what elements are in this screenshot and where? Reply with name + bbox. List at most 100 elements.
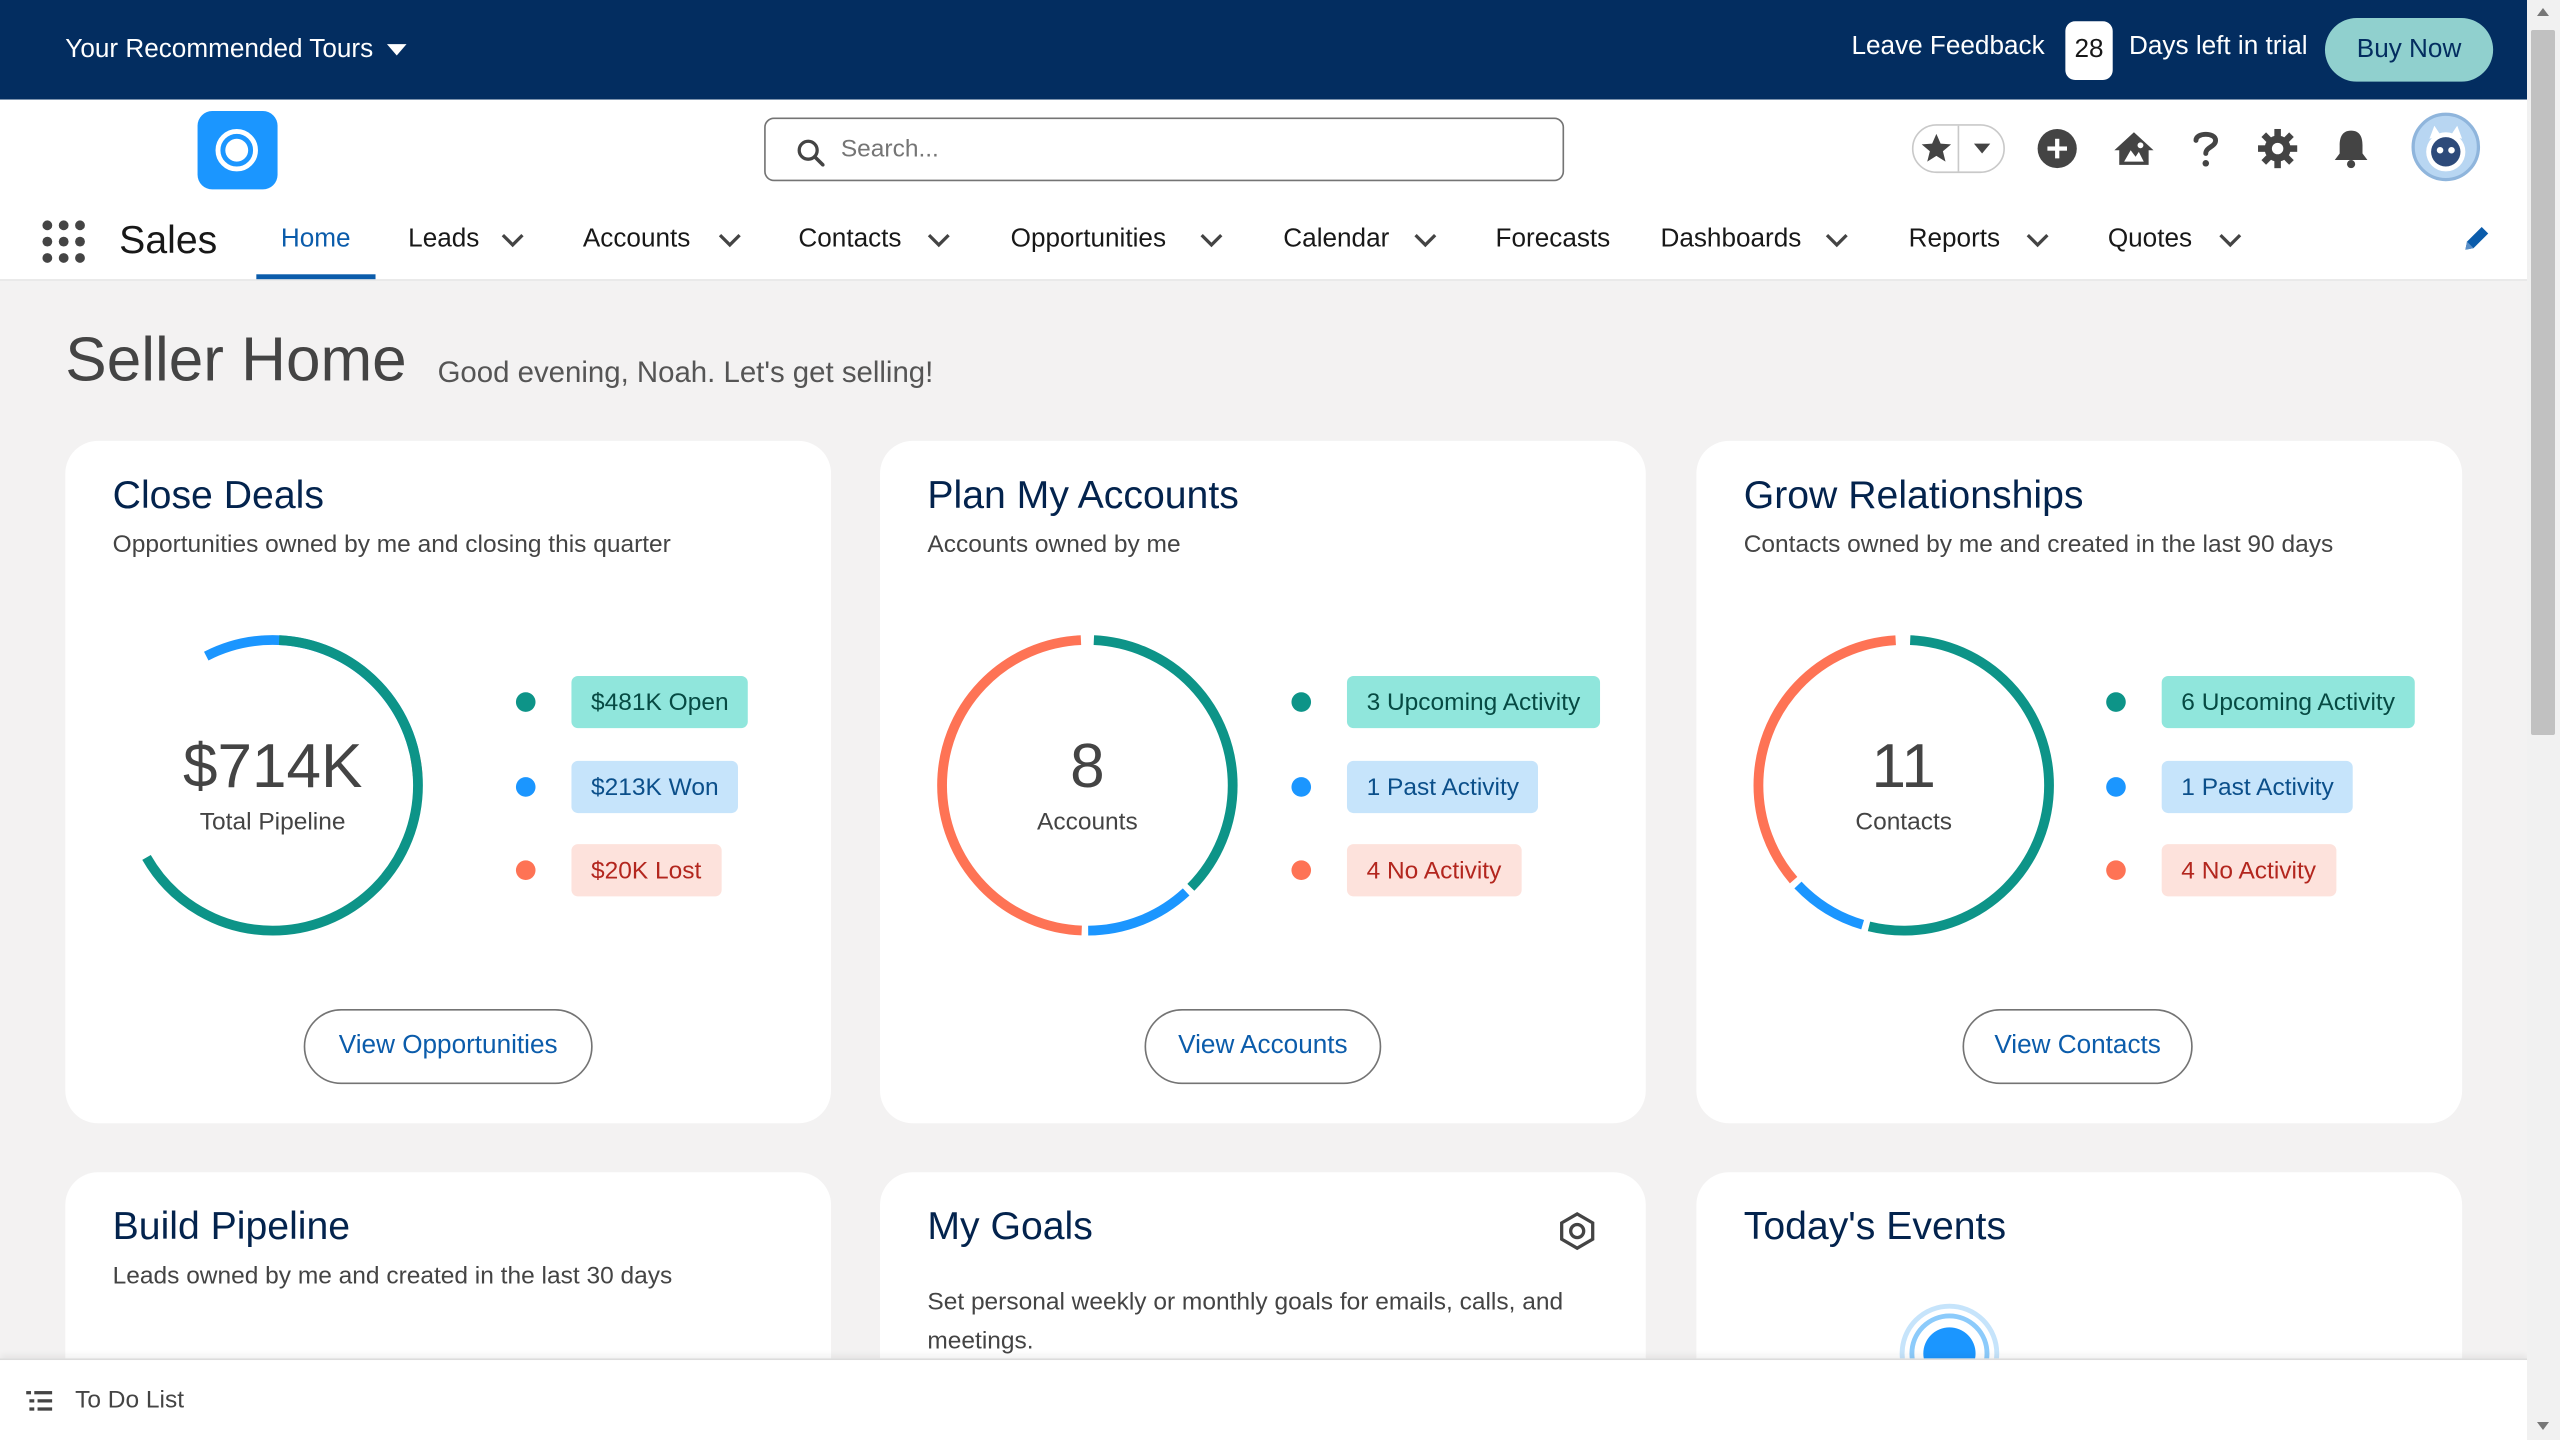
view-opportunities-button[interactable]: View Opportunities <box>303 1009 593 1085</box>
edit-nav-pencil-icon[interactable] <box>2460 222 2493 255</box>
lost-badge[interactable]: $20K Lost <box>571 844 721 897</box>
red-dot-icon <box>515 860 536 881</box>
days-left-label: Days left in trial <box>2129 32 2308 61</box>
notifications-button[interactable] <box>2328 126 2374 172</box>
astro-avatar-icon <box>2426 125 2466 172</box>
tab-opportunities[interactable]: Opportunities <box>1010 225 1167 254</box>
search-input[interactable] <box>840 135 1527 164</box>
tab-quotes[interactable]: Quotes <box>2107 225 2193 254</box>
search-icon <box>797 139 825 175</box>
red-dot-icon <box>2106 860 2126 881</box>
no-activity-badge[interactable]: 4 No Activity <box>2161 844 2336 897</box>
past-activity-badge[interactable]: 1 Past Activity <box>1346 760 1539 814</box>
won-badge[interactable]: $213K Won <box>571 760 739 814</box>
teal-dot-icon <box>2106 692 2126 712</box>
tab-reports[interactable]: Reports <box>1908 225 2001 254</box>
chevron-down-icon[interactable] <box>717 227 743 253</box>
tab-leads[interactable]: Leads <box>408 225 480 254</box>
pipeline-donut-chart <box>122 635 423 936</box>
blue-dot-icon <box>1291 777 1312 797</box>
plan-accounts-card: Plan My Accounts Accounts owned by me 8 … <box>880 440 1646 1124</box>
tab-dashboards[interactable]: Dashboards <box>1660 225 1802 254</box>
legend-upcoming: 3 Upcoming Activity <box>1291 675 1600 729</box>
list-icon <box>26 1390 53 1410</box>
leave-feedback-link[interactable]: Leave Feedback <box>1851 32 2045 61</box>
app-launcher-waffle-icon[interactable] <box>42 220 86 264</box>
global-search[interactable] <box>764 117 1565 182</box>
avatar[interactable] <box>2411 112 2481 182</box>
card-subtitle: Contacts owned by me and created in the … <box>1743 530 2334 559</box>
recommended-tours-menu[interactable]: Your Recommended Tours <box>65 0 406 100</box>
goals-settings-icon[interactable] <box>1558 1211 1597 1251</box>
chevron-down-icon[interactable] <box>1198 227 1224 253</box>
total-pipeline-value: $714K <box>182 732 363 801</box>
page-title: Seller Home <box>65 326 407 396</box>
trial-bar: Your Recommended Tours Leave Feedback 28… <box>0 0 2528 100</box>
scroll-down-arrow-icon[interactable] <box>2537 1422 2549 1430</box>
legend-no-activity: 4 No Activity <box>1291 844 1521 897</box>
upcoming-activity-badge[interactable]: 3 Upcoming Activity <box>1346 675 1600 729</box>
chevron-down-icon[interactable] <box>500 227 526 253</box>
upcoming-activity-badge[interactable]: 6 Upcoming Activity <box>2161 675 2415 729</box>
open-badge[interactable]: $481K Open <box>571 675 749 729</box>
chevron-down-icon <box>1973 143 1990 154</box>
chevron-down-icon[interactable] <box>2217 227 2243 253</box>
legend-open: $481K Open <box>515 675 749 729</box>
tab-forecasts[interactable]: Forecasts <box>1495 225 1611 254</box>
contacts-count: 11 <box>1871 732 1936 801</box>
contacts-label: Contacts <box>1855 808 1953 837</box>
contacts-donut-chart <box>1753 635 2054 936</box>
tab-calendar[interactable]: Calendar <box>1283 225 1390 254</box>
card-title: Build Pipeline <box>112 1204 351 1250</box>
app-name: Sales <box>119 218 218 263</box>
card-title: My Goals <box>927 1204 1093 1250</box>
accounts-donut-chart <box>937 635 1238 936</box>
bell-icon <box>2334 130 2368 169</box>
utility-bar: To Do List <box>0 1358 2528 1440</box>
no-activity-badge[interactable]: 4 No Activity <box>1346 844 1521 897</box>
legend-past: 1 Past Activity <box>1291 760 1539 814</box>
chevron-down-icon[interactable] <box>2025 227 2051 253</box>
legend-lost: $20K Lost <box>515 844 721 897</box>
setup-button[interactable] <box>2255 126 2301 172</box>
chevron-down-icon[interactable] <box>1412 227 1438 253</box>
donut-center: 8 Accounts <box>936 633 1240 937</box>
star-icon <box>1921 133 1951 162</box>
buy-now-button[interactable]: Buy Now <box>2324 17 2494 82</box>
tab-contacts[interactable]: Contacts <box>798 225 902 254</box>
favorites-star-button[interactable] <box>1914 126 1959 172</box>
global-actions-button[interactable] <box>2034 126 2080 172</box>
trailhead-icon <box>2114 132 2154 165</box>
tab-home[interactable]: Home <box>256 199 375 281</box>
accounts-count: 8 <box>1070 732 1105 801</box>
scrollbar-thumb[interactable] <box>2531 30 2555 735</box>
help-button[interactable] <box>2183 126 2229 172</box>
past-activity-badge[interactable]: 1 Past Activity <box>2161 760 2354 814</box>
trailhead-button[interactable] <box>2111 126 2157 172</box>
teal-dot-icon <box>515 692 536 712</box>
favorites-control <box>1911 124 2005 174</box>
org-logo <box>197 111 278 190</box>
blue-dot-icon <box>515 777 536 797</box>
card-title: Grow Relationships <box>1743 473 2084 518</box>
card-subtitle: Opportunities owned by me and closing th… <box>112 530 671 559</box>
donut-center: 11 Contacts <box>1752 633 2056 937</box>
page-scrollbar[interactable] <box>2527 0 2560 1440</box>
legend-upcoming: 6 Upcoming Activity <box>2106 675 2415 729</box>
chevron-down-icon[interactable] <box>926 227 952 253</box>
help-icon <box>2193 131 2219 167</box>
chevron-down-icon[interactable] <box>1824 227 1850 253</box>
accounts-label: Accounts <box>1036 808 1138 837</box>
view-accounts-button[interactable]: View Accounts <box>1144 1009 1382 1085</box>
scroll-up-arrow-icon[interactable] <box>2537 8 2549 16</box>
legend-won: $213K Won <box>515 760 739 814</box>
todo-list-button[interactable]: To Do List <box>26 1386 184 1414</box>
view-contacts-button[interactable]: View Contacts <box>1962 1009 2193 1085</box>
tab-accounts[interactable]: Accounts <box>582 225 691 254</box>
favorites-list-button[interactable] <box>1958 125 2003 172</box>
legend-past: 1 Past Activity <box>2106 760 2354 814</box>
legend-no-activity: 4 No Activity <box>2106 844 2336 897</box>
blue-dot-icon <box>2106 777 2126 797</box>
todo-list-label: To Do List <box>75 1386 185 1414</box>
